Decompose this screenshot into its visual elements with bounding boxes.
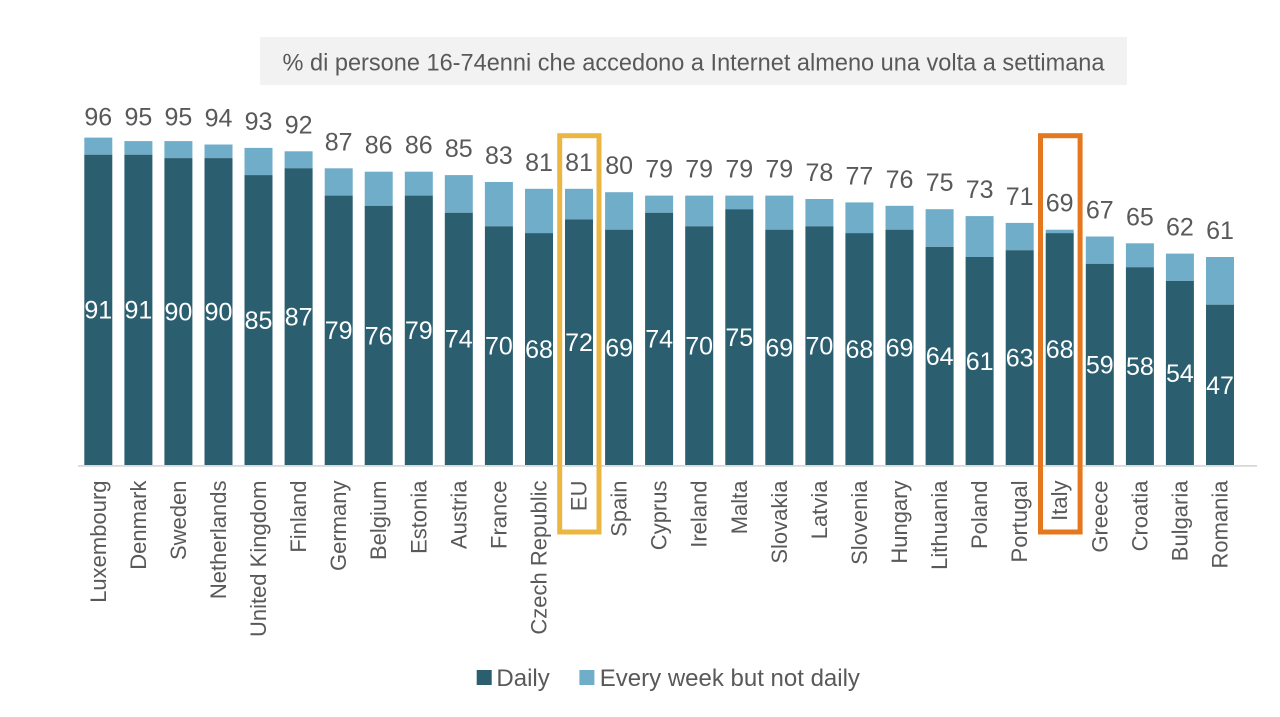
svg-text:59: 59 [1086, 351, 1114, 379]
svg-text:EU: EU [567, 481, 592, 512]
svg-text:Hungary: Hungary [887, 481, 912, 564]
svg-text:Greece: Greece [1087, 481, 1112, 553]
svg-text:75: 75 [725, 324, 753, 352]
svg-text:Slovenia: Slovenia [847, 480, 872, 565]
svg-text:Sweden: Sweden [166, 481, 191, 561]
svg-text:Netherlands: Netherlands [206, 481, 231, 600]
svg-text:90: 90 [205, 298, 233, 326]
svg-text:Portugal: Portugal [1007, 481, 1032, 563]
svg-text:94: 94 [205, 105, 233, 133]
svg-text:75: 75 [926, 169, 954, 197]
svg-text:77: 77 [845, 162, 873, 190]
svg-text:79: 79 [645, 156, 673, 184]
svg-text:76: 76 [886, 166, 914, 194]
svg-text:91: 91 [84, 297, 112, 325]
svg-text:78: 78 [805, 159, 833, 187]
svg-text:Luxembourg: Luxembourg [86, 481, 111, 603]
svg-text:Austria: Austria [446, 480, 471, 549]
svg-text:France: France [486, 481, 511, 549]
svg-text:79: 79 [405, 317, 433, 345]
svg-text:86: 86 [405, 132, 433, 160]
svg-text:70: 70 [805, 333, 833, 361]
svg-text:47: 47 [1206, 372, 1234, 400]
svg-text:Italy: Italy [1047, 481, 1072, 521]
svg-text:67: 67 [1086, 197, 1114, 225]
svg-text:79: 79 [685, 156, 713, 184]
svg-text:Romania: Romania [1208, 480, 1233, 569]
svg-text:69: 69 [765, 334, 793, 362]
svg-text:63: 63 [1006, 345, 1034, 373]
svg-text:91: 91 [124, 297, 152, 325]
svg-text:69: 69 [886, 334, 914, 362]
svg-text:87: 87 [325, 128, 353, 156]
svg-text:54: 54 [1166, 360, 1194, 388]
svg-text:Cyprus: Cyprus [647, 481, 672, 551]
svg-text:65: 65 [1126, 203, 1154, 231]
svg-text:71: 71 [1006, 183, 1034, 211]
svg-text:Poland: Poland [967, 481, 992, 550]
svg-text:79: 79 [325, 317, 353, 345]
svg-text:64: 64 [926, 343, 954, 371]
svg-text:United Kingdom: United Kingdom [246, 481, 271, 638]
svg-text:95: 95 [124, 104, 152, 132]
svg-text:93: 93 [245, 108, 273, 136]
svg-text:70: 70 [485, 333, 513, 361]
svg-text:80: 80 [605, 152, 633, 180]
svg-text:83: 83 [485, 142, 513, 170]
svg-text:85: 85 [245, 307, 273, 335]
svg-text:% di persone 16-74enni che acc: % di persone 16-74enni che accedono a In… [283, 49, 1106, 76]
svg-text:87: 87 [285, 304, 313, 332]
svg-text:Every week but not daily: Every week but not daily [600, 665, 860, 692]
svg-text:Malta: Malta [727, 480, 752, 535]
svg-text:58: 58 [1126, 353, 1154, 381]
svg-text:Spain: Spain [607, 481, 632, 537]
svg-text:62: 62 [1166, 214, 1194, 242]
svg-text:Latvia: Latvia [807, 480, 832, 539]
svg-text:68: 68 [525, 336, 553, 364]
svg-text:96: 96 [84, 104, 112, 132]
svg-text:72: 72 [565, 329, 593, 357]
svg-text:Germany: Germany [326, 481, 351, 571]
svg-text:81: 81 [565, 149, 593, 177]
svg-text:76: 76 [365, 322, 393, 350]
svg-text:85: 85 [445, 135, 473, 163]
svg-text:68: 68 [845, 336, 873, 364]
svg-text:90: 90 [164, 298, 192, 326]
svg-text:Daily: Daily [496, 665, 549, 692]
svg-text:70: 70 [685, 333, 713, 361]
svg-text:81: 81 [525, 149, 553, 177]
svg-text:74: 74 [645, 326, 673, 354]
svg-text:69: 69 [1046, 190, 1074, 218]
svg-text:92: 92 [285, 111, 313, 139]
svg-text:Finland: Finland [286, 481, 311, 553]
svg-text:61: 61 [1206, 217, 1234, 245]
svg-text:79: 79 [765, 156, 793, 184]
svg-text:86: 86 [365, 132, 393, 160]
svg-text:Lithuania: Lithuania [927, 480, 952, 570]
svg-text:95: 95 [164, 104, 192, 132]
svg-text:Croatia: Croatia [1127, 480, 1152, 552]
svg-text:Estonia: Estonia [406, 480, 431, 554]
svg-text:69: 69 [605, 334, 633, 362]
svg-text:74: 74 [445, 326, 473, 354]
svg-text:Denmark: Denmark [126, 480, 151, 570]
svg-text:68: 68 [1046, 336, 1074, 364]
svg-text:Czech Republic: Czech Republic [527, 481, 552, 635]
svg-text:61: 61 [966, 348, 994, 376]
svg-text:Bulgaria: Bulgaria [1167, 480, 1192, 561]
svg-text:73: 73 [966, 176, 994, 204]
svg-text:Ireland: Ireland [687, 481, 712, 548]
svg-text:79: 79 [725, 156, 753, 184]
svg-text:Slovakia: Slovakia [767, 480, 792, 564]
svg-text:Belgium: Belgium [366, 481, 391, 560]
